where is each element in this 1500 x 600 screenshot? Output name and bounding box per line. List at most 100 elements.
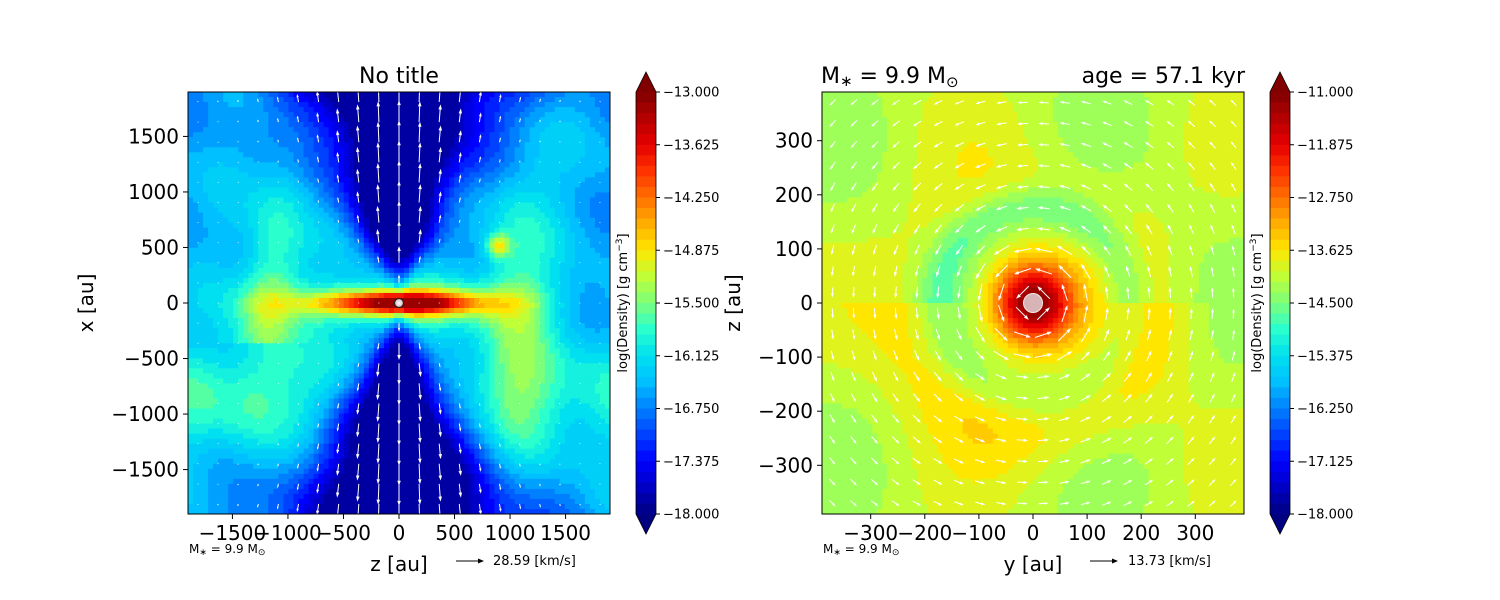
density-cell [474,127,480,133]
density-cell [474,107,480,113]
density-cell [469,348,475,354]
density-cell [388,162,395,168]
density-cell [283,343,290,349]
density-cell [263,383,269,389]
density-cell [213,323,219,329]
density-cell [424,443,430,450]
density-cell [419,488,425,495]
density-cell [479,483,485,490]
density-cell [203,117,209,123]
density-cell [273,117,280,123]
density-cell [414,343,420,349]
density-cell [338,308,345,314]
density-cell [388,348,395,354]
density-cell [474,202,480,209]
density-cell [363,323,370,329]
density-cell [449,92,455,98]
density-cell [308,167,315,173]
density-cell [383,132,390,138]
density-cell [213,257,219,264]
density-cell [293,152,300,158]
density-cell [464,333,470,339]
density-cell [393,503,400,510]
density-cell [424,403,430,410]
density-cell [479,147,485,153]
density-cell [454,353,460,359]
density-cell [288,272,295,279]
density-cell [228,257,234,264]
density-cell [414,272,420,279]
density-cell [193,443,199,450]
density-cell [323,423,330,430]
density-cell [444,167,450,173]
density-cell [193,483,199,490]
density-cell [233,157,239,163]
density-cell [414,157,420,163]
density-cell [238,473,244,480]
density-cell [213,127,219,133]
density-cell [414,297,420,304]
density-cell [454,237,460,244]
density-cell [313,192,320,199]
density-cell [343,247,350,254]
density-cell [343,287,350,294]
density-cell [479,117,485,123]
density-cell [228,333,234,339]
density-cell [469,187,475,194]
density-cell [193,97,199,103]
density-cell [193,182,199,189]
density-cell [424,408,430,415]
density-cell [223,287,229,294]
density-cell [444,348,450,354]
density-cell [233,192,239,199]
density-cell [373,237,380,244]
density-cell [198,363,204,369]
density-cell [338,167,345,173]
density-cell [308,287,315,294]
density-cell [298,197,305,204]
density-cell [263,172,269,178]
density-cell [333,102,340,108]
density-cell [298,473,305,480]
density-cell [228,227,234,234]
density-cell [243,252,249,259]
density-cell [444,353,450,359]
density-cell [298,463,305,470]
density-cell [303,252,310,259]
density-cell [213,232,219,239]
density-cell [248,182,254,189]
density-cell [393,107,400,113]
density-cell [444,237,450,244]
density-cell [268,448,274,455]
density-cell [228,458,234,465]
density-cell [198,197,204,204]
density-cell [474,247,480,254]
density-cell [193,413,199,420]
density-cell [193,408,199,415]
density-cell [363,247,370,254]
density-cell [203,187,209,194]
density-cell [198,122,204,128]
density-cell [474,468,480,475]
density-cell [273,308,280,314]
density-cell [188,348,194,354]
density-cell [203,493,209,500]
density-cell [203,277,209,284]
density-cell [303,187,310,194]
density-cell [378,267,385,274]
density-cell [308,408,315,415]
density-cell [273,488,280,495]
density-cell [318,192,325,199]
density-cell [258,167,264,173]
density-cell [308,488,315,495]
density-cell [474,167,480,173]
density-cell [469,202,475,209]
density-cell [338,373,345,379]
density-cell [414,102,420,108]
density-cell [399,338,405,344]
density-cell [318,503,325,510]
density-cell [273,338,280,344]
density-cell [469,287,475,294]
density-cell [238,127,244,133]
density-cell [288,488,295,495]
